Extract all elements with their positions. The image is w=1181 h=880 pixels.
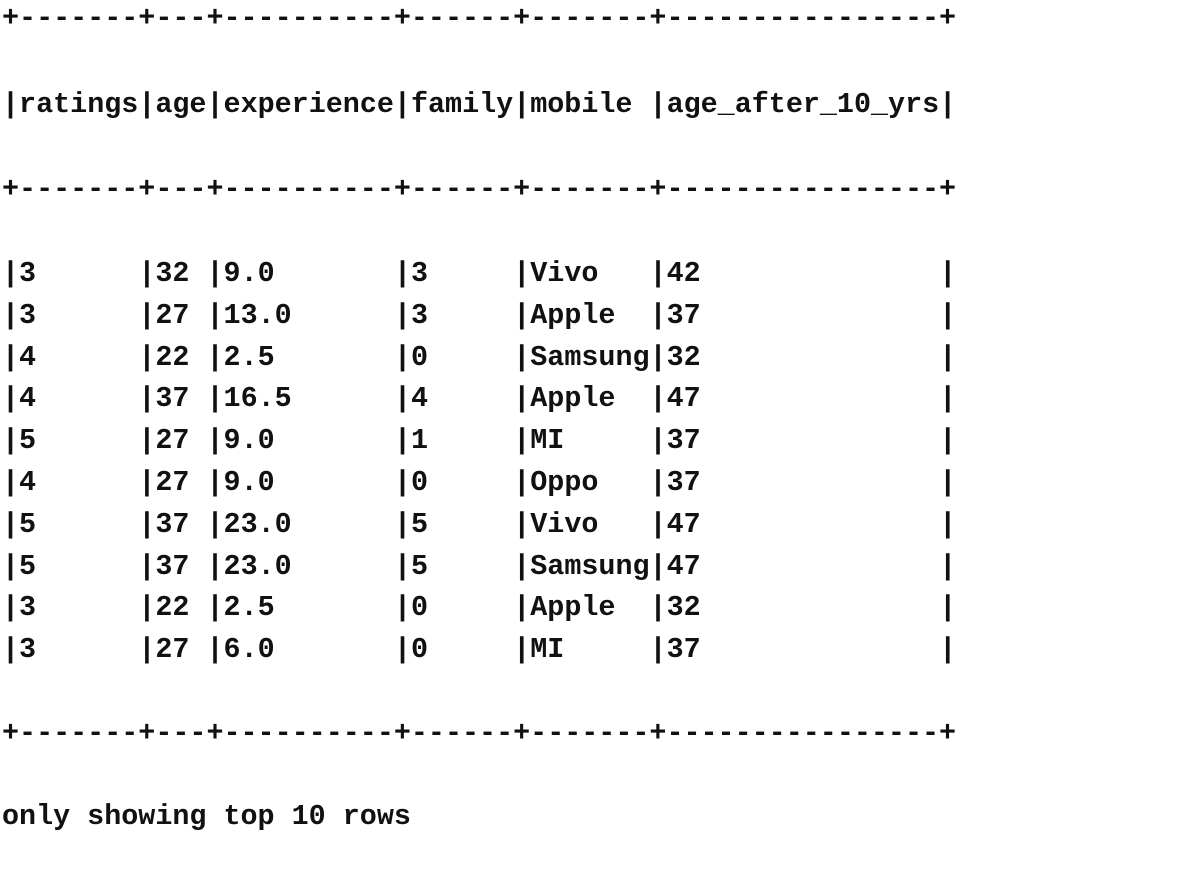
- console-output: +-------+---+----------+------+-------+-…: [2, 0, 956, 880]
- table-cell-age: 27: [155, 298, 190, 332]
- table-cell-age: 27: [155, 465, 190, 499]
- table-cell-mobile: Samsung: [530, 549, 650, 583]
- table-cell-ratings: 3: [19, 256, 37, 290]
- column-header-age_after_10_yrs: age_after_10_yrs: [666, 87, 940, 121]
- table-cell-ratings: 4: [19, 382, 37, 416]
- table-cell-mobile: Apple: [530, 298, 616, 332]
- table-cell-family: 4: [410, 382, 429, 416]
- table-row: |5 |37 |23.0 |5 |Samsung|47 |: [2, 549, 957, 583]
- column-header-age: age: [155, 87, 207, 121]
- table-cell-experience: 13.0: [223, 298, 292, 332]
- table-cell-ratings: 5: [19, 507, 37, 541]
- table-header-row: |ratings|age|experience|family|mobile |a…: [2, 87, 957, 121]
- table-cell-mobile: Samsung: [530, 340, 650, 374]
- table-cell-experience: 16.5: [223, 382, 292, 416]
- table-cell-experience: 2.5: [223, 340, 275, 374]
- table-cell-mobile: MI: [530, 424, 565, 458]
- table-cell-family: 0: [410, 340, 429, 374]
- table-cell-age_after_10_yrs: 42: [666, 256, 701, 290]
- table-cell-family: 5: [410, 507, 429, 541]
- table-cell-family: 0: [410, 591, 429, 625]
- table-cell-age: 37: [155, 507, 190, 541]
- table-cell-ratings: 4: [19, 340, 37, 374]
- table-cell-age_after_10_yrs: 32: [666, 591, 701, 625]
- table-cell-ratings: 3: [19, 591, 37, 625]
- table-cell-age_after_10_yrs: 47: [666, 549, 701, 583]
- table-row: |3 |22 |2.5 |0 |Apple |32 |: [2, 591, 957, 625]
- table-cell-age_after_10_yrs: 37: [666, 633, 701, 667]
- column-header-experience: experience: [223, 87, 394, 121]
- table-cell-ratings: 5: [19, 549, 37, 583]
- table-row: |4 |27 |9.0 |0 |Oppo |37 |: [2, 465, 957, 499]
- table-cell-age: 37: [155, 549, 190, 583]
- table-border-bottom: +-------+---+----------+------+-------+-…: [2, 716, 957, 750]
- table-cell-ratings: 3: [19, 298, 37, 332]
- table-cell-mobile: Vivo: [530, 507, 599, 541]
- table-cell-experience: 2.5: [223, 591, 275, 625]
- table-cell-experience: 6.0: [223, 633, 275, 667]
- table-border-top: +-------+---+----------+------+-------+-…: [2, 2, 957, 35]
- table-cell-age_after_10_yrs: 37: [666, 298, 701, 332]
- table-cell-experience: 9.0: [223, 256, 275, 290]
- table-cell-ratings: 4: [19, 465, 37, 499]
- table-cell-experience: 9.0: [223, 465, 275, 499]
- table-cell-age: 27: [155, 633, 190, 667]
- table-cell-mobile: Apple: [530, 382, 616, 416]
- column-header-family: family: [410, 87, 514, 121]
- table-cell-age: 22: [155, 591, 190, 625]
- table-row: |5 |37 |23.0 |5 |Vivo |47 |: [2, 507, 957, 541]
- table-cell-mobile: Apple: [530, 591, 616, 625]
- table-cell-family: 3: [410, 298, 429, 332]
- table-cell-experience: 23.0: [223, 507, 292, 541]
- table-cell-family: 0: [410, 633, 429, 667]
- table-cell-age: 37: [155, 382, 190, 416]
- table-cell-family: 0: [410, 465, 429, 499]
- table-cell-age_after_10_yrs: 47: [666, 382, 701, 416]
- table-cell-age_after_10_yrs: 37: [666, 465, 701, 499]
- table-cell-family: 1: [410, 424, 429, 458]
- table-row: |4 |22 |2.5 |0 |Samsung|32 |: [2, 340, 957, 374]
- table-cell-age: 27: [155, 424, 190, 458]
- column-header-mobile: mobile: [530, 87, 633, 121]
- table-cell-ratings: 5: [19, 424, 37, 458]
- table-cell-age_after_10_yrs: 37: [666, 424, 701, 458]
- table-row: |4 |37 |16.5 |4 |Apple |47 |: [2, 382, 957, 416]
- table-cell-experience: 23.0: [223, 549, 292, 583]
- table-cell-mobile: MI: [530, 633, 565, 667]
- table-cell-mobile: Oppo: [530, 465, 599, 499]
- table-row: |5 |27 |9.0 |1 |MI |37 |: [2, 424, 957, 458]
- table-cell-family: 5: [410, 549, 429, 583]
- table-cell-experience: 9.0: [223, 424, 275, 458]
- table-body: |3 |32 |9.0 |3 |Vivo |42 | |3 |27 |13.0 |…: [2, 253, 956, 671]
- table-cell-age: 32: [155, 256, 190, 290]
- table-border-header: +-------+---+----------+------+-------+-…: [2, 173, 957, 207]
- table-row: |3 |27 |13.0 |3 |Apple |37 |: [2, 298, 957, 332]
- table-cell-age_after_10_yrs: 32: [666, 340, 701, 374]
- table-row: |3 |27 |6.0 |0 |MI |37 |: [2, 633, 957, 667]
- table-cell-age_after_10_yrs: 47: [666, 507, 701, 541]
- column-header-ratings: ratings: [19, 87, 139, 121]
- table-cell-ratings: 3: [19, 633, 37, 667]
- table-cell-family: 3: [410, 256, 429, 290]
- table-row: |3 |32 |9.0 |3 |Vivo |42 |: [2, 256, 957, 290]
- table-cell-age: 22: [155, 340, 190, 374]
- table-cell-mobile: Vivo: [530, 256, 599, 290]
- footer-text: only showing top 10 rows: [2, 800, 411, 834]
